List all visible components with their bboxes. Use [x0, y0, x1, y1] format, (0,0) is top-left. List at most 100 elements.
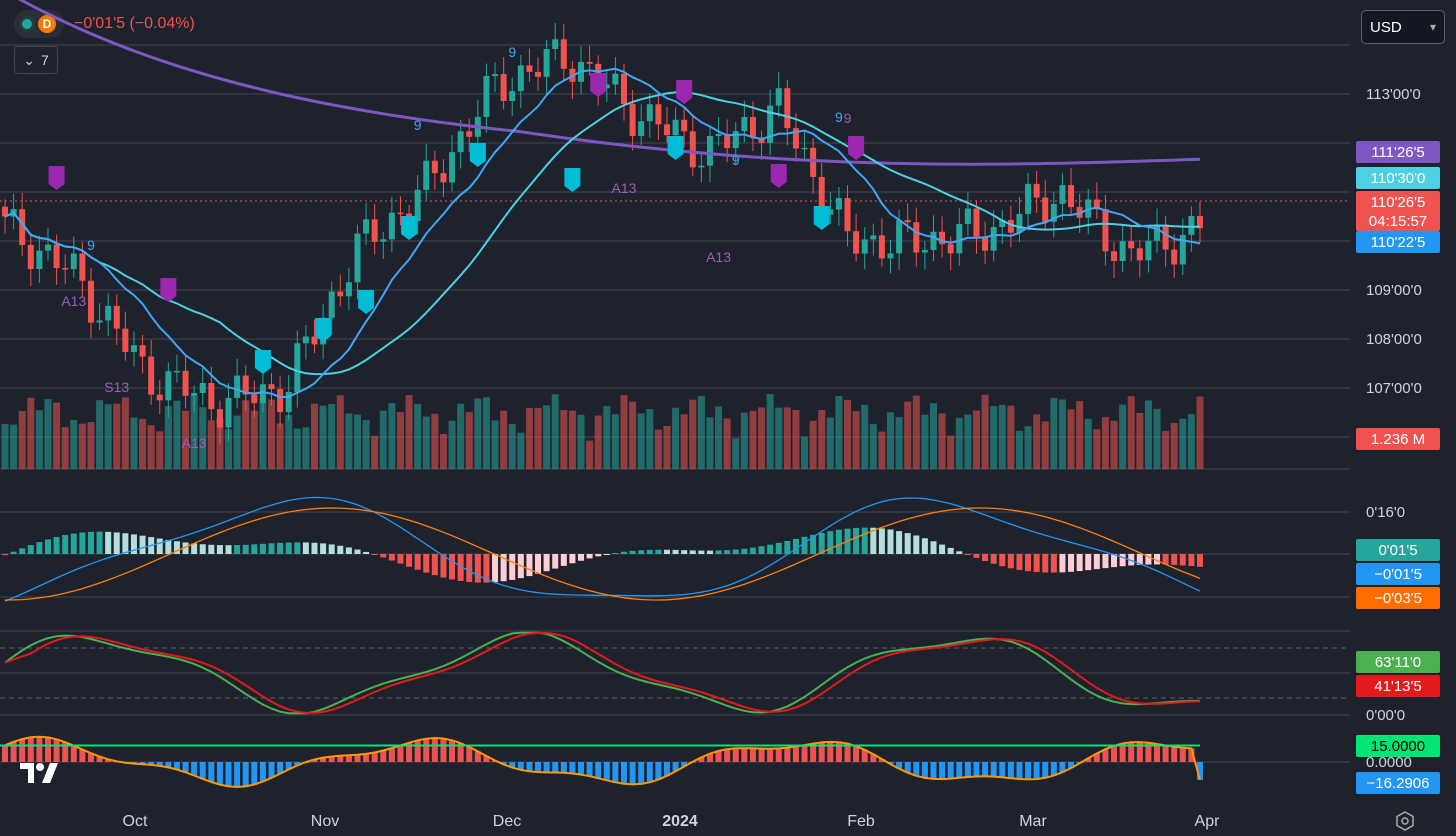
macd-histogram-bar: [509, 554, 516, 580]
volume-bar: [130, 417, 138, 469]
volume-bar: [156, 431, 164, 469]
candle-body: [414, 189, 421, 222]
volume-bar: [792, 409, 800, 469]
sell-signal-marker: [676, 80, 693, 104]
oscillator-bar: [1128, 742, 1135, 762]
sell-signal-marker: [770, 164, 787, 188]
candle-body: [19, 209, 26, 245]
macd-histogram-bar: [27, 545, 34, 554]
macd-histogram-bar: [870, 527, 877, 554]
volume-bar: [637, 413, 645, 469]
macd-signal-label-bg: [1356, 587, 1440, 609]
volume-bar: [964, 414, 972, 469]
candle-body: [354, 233, 361, 283]
volume-bar: [139, 418, 147, 469]
volume-bar: [87, 422, 95, 469]
oscillator-bar: [10, 741, 17, 762]
volume-bar: [500, 410, 508, 469]
interval-badge[interactable]: D: [38, 15, 56, 33]
macd-histogram-bar: [10, 551, 17, 554]
candle-body: [629, 103, 636, 136]
currency-select[interactable]: USD ▾: [1361, 10, 1445, 44]
x-tick-label: Mar: [1019, 813, 1047, 830]
oscillator-bar: [483, 756, 490, 762]
volume-bar: [981, 394, 989, 469]
candle-body: [148, 356, 155, 395]
settings-icon[interactable]: [1394, 810, 1416, 832]
macd-histogram-bar: [724, 550, 731, 554]
sell-signal-marker: [48, 166, 65, 190]
ma-200-line: [17, 0, 1201, 166]
candle-body: [749, 117, 756, 139]
macd-panel: [2, 496, 1203, 602]
volume-bar: [1144, 400, 1152, 469]
macd-histogram-bar: [956, 551, 963, 554]
volume-bar: [379, 410, 387, 469]
candle-body: [878, 235, 885, 259]
candle-body: [1171, 249, 1178, 265]
macd-histogram-bar: [784, 540, 791, 554]
oscillator-bar: [500, 762, 507, 765]
y-tick-label: 0'16'0: [1366, 504, 1405, 521]
volume-bar: [293, 428, 301, 469]
oscillator-bar: [199, 762, 206, 779]
macd-histogram-bar: [535, 554, 542, 574]
candle-body: [294, 343, 301, 392]
volume-bar: [61, 427, 69, 469]
oscillator-bar: [1145, 742, 1152, 762]
volume-bar: [801, 436, 809, 469]
candle-body: [672, 119, 679, 136]
macd-histogram-bar: [887, 529, 894, 554]
volume-bar: [439, 433, 447, 469]
volume-bar: [697, 396, 705, 469]
oscillator-bar: [388, 748, 395, 762]
volume-bars: [1, 394, 1204, 469]
macd-histogram-bar: [2, 554, 8, 556]
oscillator-bar: [1179, 747, 1186, 762]
sell-signal-marker: [160, 278, 177, 302]
oscillator-bar: [62, 742, 69, 762]
oscillator-bar: [1119, 743, 1126, 762]
macd-histogram-bar: [388, 554, 395, 561]
volume-bar: [629, 401, 637, 469]
oscillator-bar: [749, 748, 756, 762]
last-price-label: 04:15:57: [1369, 213, 1427, 230]
macd-histogram-bar: [1197, 554, 1203, 567]
candle-body: [861, 239, 868, 254]
ma-50-price-label-bg: [1356, 167, 1440, 189]
macd-histogram-bar: [569, 554, 576, 564]
macd-histogram-bar: [818, 532, 825, 554]
candle-body: [96, 320, 103, 323]
oscillator-bar: [1033, 762, 1040, 780]
macd-histogram-bar: [904, 533, 911, 554]
macd-histogram-bar: [268, 543, 275, 554]
legend-toggle-button[interactable]: ⌄ 7: [14, 46, 58, 74]
oscillator-bar: [706, 753, 713, 762]
symbol-pill[interactable]: D: [14, 10, 64, 38]
td-annotation: 9: [732, 152, 740, 168]
candle-body: [724, 134, 731, 149]
oscillator-bar: [1059, 762, 1066, 773]
oscillator-bar: [1093, 753, 1100, 762]
candle-body: [2, 206, 8, 217]
macd-histogram-bar: [474, 554, 481, 583]
candle-body: [70, 253, 77, 270]
volume-bar: [818, 410, 826, 469]
oscillator-bar: [990, 762, 997, 777]
volume-label: 1.236 M: [1371, 431, 1425, 448]
candle-body: [973, 208, 980, 237]
volume-bar: [947, 435, 955, 469]
oscillator-bar: [509, 762, 516, 768]
macd-histogram-bar: [165, 539, 172, 554]
macd-histogram-bar: [1179, 554, 1186, 566]
td-annotation: 9: [508, 44, 516, 60]
candle-body: [483, 76, 490, 117]
oscillator-bar: [913, 762, 920, 776]
volume-bar: [929, 403, 937, 469]
candle-body: [53, 244, 60, 269]
macd-histogram-bar: [706, 550, 713, 554]
oscillator-bar: [930, 762, 937, 779]
candle-body: [896, 220, 903, 254]
volume-bar: [121, 397, 129, 469]
